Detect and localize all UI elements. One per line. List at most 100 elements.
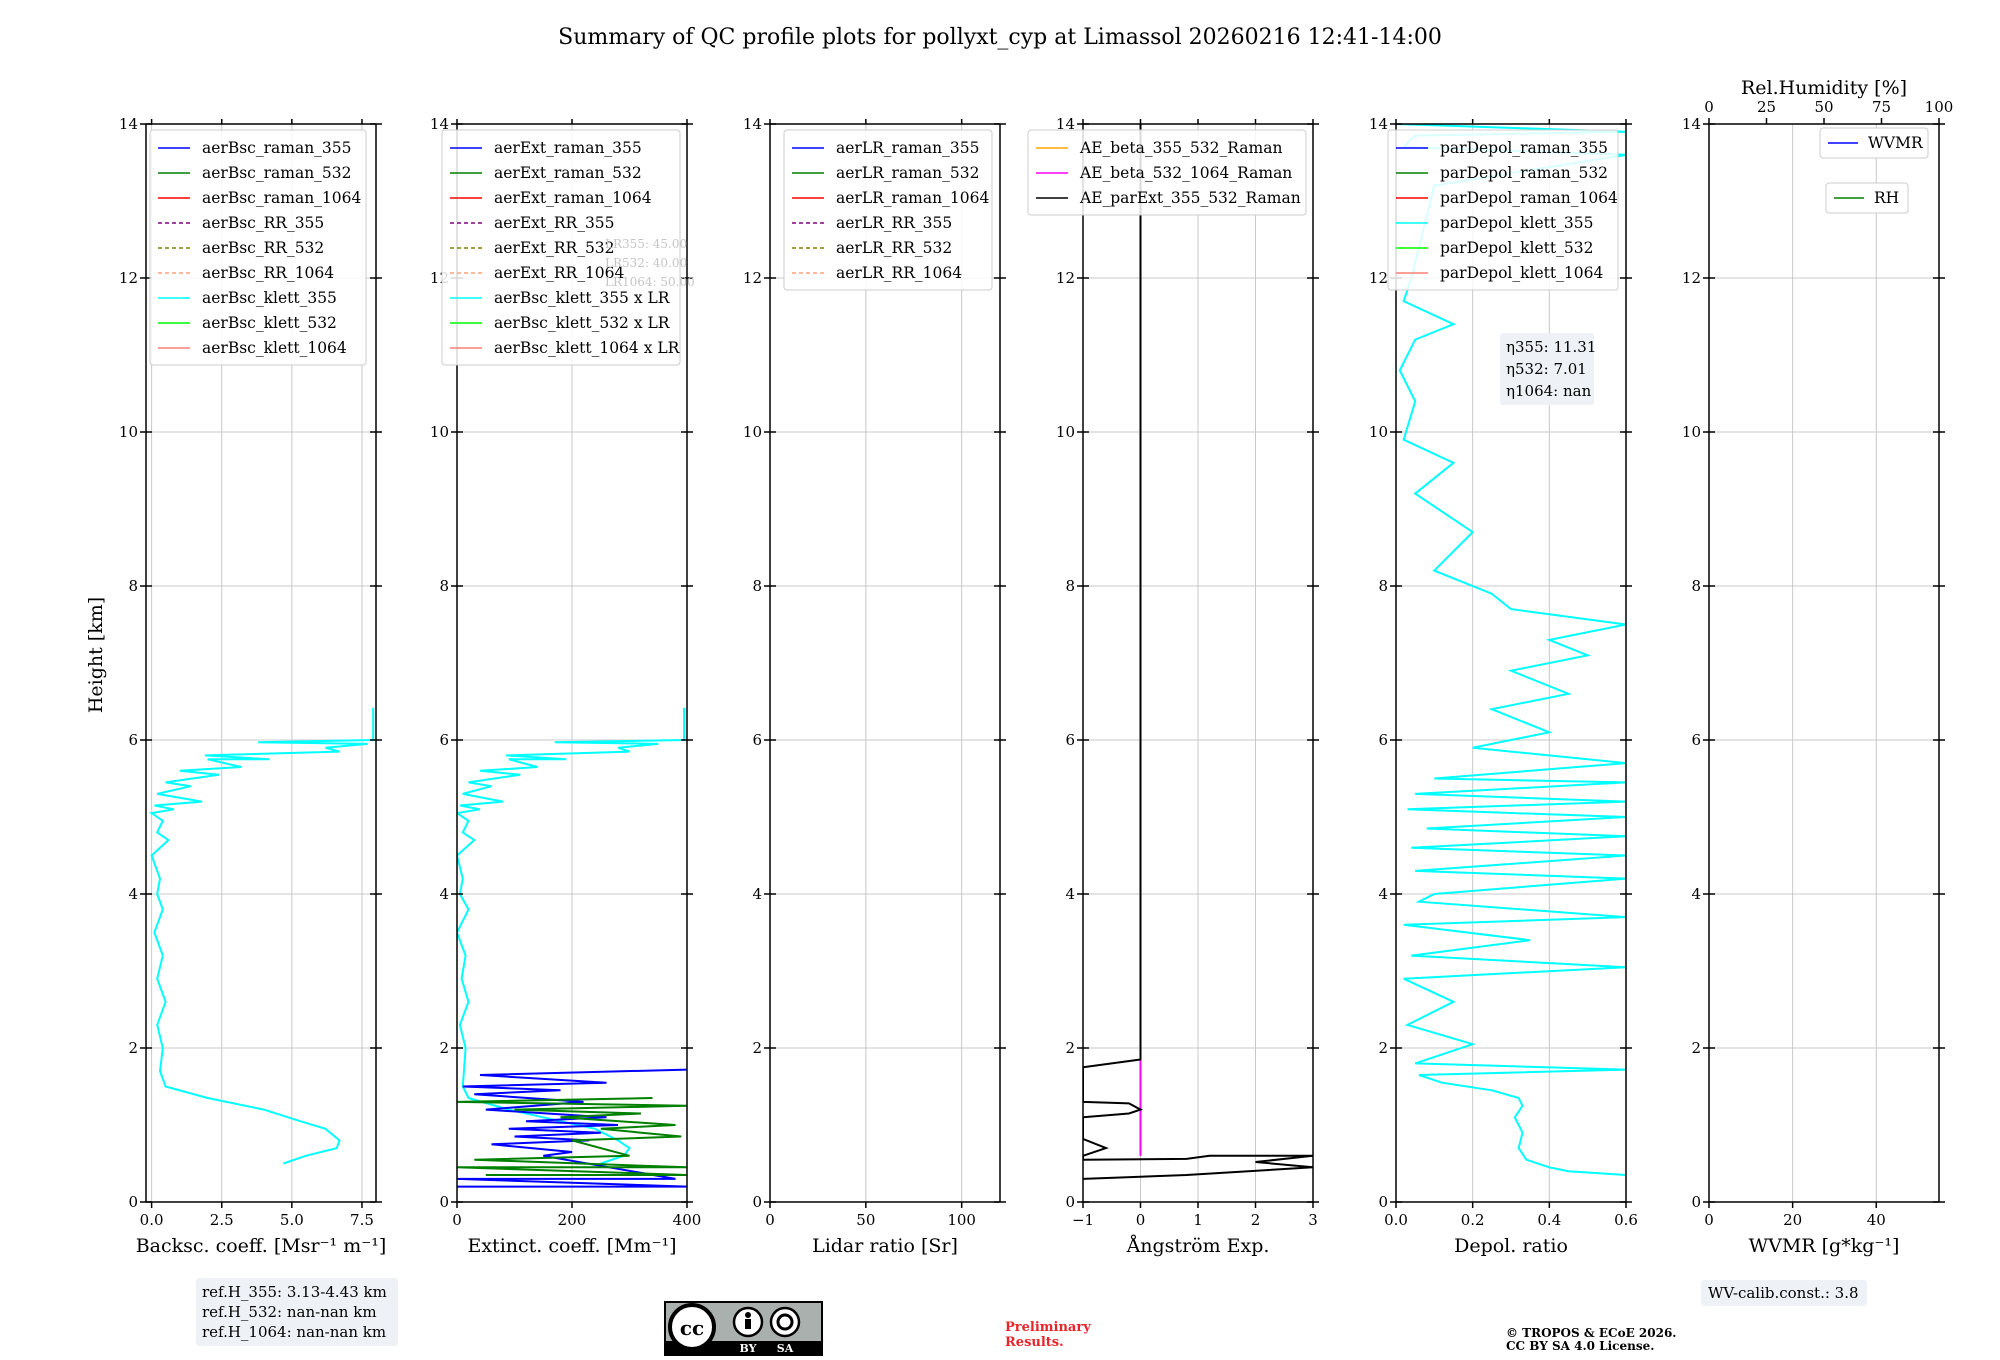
legend-label: aerExt_raman_355 — [494, 139, 642, 157]
legend: aerBsc_raman_355 aerBsc_raman_532 aerBsc_r… — [149, 129, 367, 366]
y-axis-label: Height [km] — [85, 597, 107, 713]
legend-label: AE_beta_355_532_Raman — [1079, 139, 1282, 157]
y-tick-label: 14 — [1369, 115, 1388, 133]
badge-sa-label: SA — [777, 1342, 794, 1355]
legend: AE_beta_355_532_Raman AE_beta_532_1064_Ra… — [1027, 129, 1307, 216]
y-tick-label: 4 — [128, 885, 138, 903]
y-tick-label: 10 — [1682, 423, 1701, 441]
y-tick-label: 14 — [1056, 115, 1075, 133]
x-tick-label: 40 — [1867, 1211, 1886, 1229]
x-tick-label: 100 — [947, 1211, 976, 1229]
panel-backscatter: 0 2 4 6 8 10 12 14 0.0 2.5 5.0 7.5 Backsc. coeff. [M… — [119, 115, 386, 1257]
legend-label: aerBsc_klett_1064 — [202, 339, 347, 357]
y-tick-label: 8 — [1065, 577, 1075, 595]
y-tick-label: 4 — [1691, 885, 1701, 903]
cc-license-badge: cc BY SA — [664, 1301, 823, 1356]
legend-label: aerExt_RR_1064 — [494, 264, 625, 282]
legend-label: aerLR_raman_532 — [836, 164, 979, 182]
legend-label: aerBsc_klett_355 — [202, 289, 337, 307]
y-tick-label: 6 — [1378, 731, 1388, 749]
x-tick-label: 2.5 — [210, 1211, 234, 1229]
x-tick-label: 2 — [1251, 1211, 1261, 1229]
series-line-AE_parExt_355_532_Raman — [1083, 124, 1313, 1180]
y-tick-label: 6 — [1065, 731, 1075, 749]
top-x-tick-label: 50 — [1814, 98, 1833, 116]
y-tick-label: 4 — [1378, 885, 1388, 903]
y-tick-label: 10 — [430, 423, 449, 441]
y-tick-label: 12 — [743, 269, 762, 287]
legend: parDepol_raman_355 parDepol_raman_532 parD… — [1387, 129, 1619, 291]
legend-label: WVMR — [1868, 134, 1924, 152]
eta-box — [1500, 333, 1594, 405]
y-tick-label: 8 — [752, 577, 762, 595]
legend-label: parDepol_klett_532 — [1440, 239, 1593, 257]
legend: WVMR RH — [1819, 127, 1929, 214]
series-line-aerBsc_klett_355 — [149, 707, 375, 1165]
cc-logo-icon — [668, 1303, 716, 1351]
x-tick-label: 5.0 — [280, 1211, 304, 1229]
x-tick-label: 400 — [673, 1211, 702, 1229]
legend-label: aerBsc_raman_355 — [202, 139, 352, 157]
series-line-aerExt_raman_532 — [457, 1097, 687, 1176]
x-tick-label: 0 — [1136, 1211, 1146, 1229]
y-tick-label: 10 — [119, 423, 138, 441]
lr-annotation: LR1064: 50.00 — [605, 275, 695, 289]
y-tick-label: 0 — [128, 1193, 138, 1211]
sa-share-icon — [769, 1306, 801, 1338]
ref-height-532: ref.H_532: nan-nan km — [202, 1303, 377, 1321]
x-tick-label: 50 — [856, 1211, 875, 1229]
legend-label: aerBsc_klett_532 — [202, 314, 337, 332]
y-tick-label: 4 — [1065, 885, 1075, 903]
legend-label: parDepol_raman_355 — [1440, 139, 1608, 157]
y-tick-label: 14 — [1682, 115, 1701, 133]
y-tick-label: 14 — [743, 115, 762, 133]
y-tick-label: 0 — [439, 1193, 449, 1211]
legend-box — [149, 129, 367, 366]
legend-box — [783, 129, 993, 291]
figure-title: Summary of QC profile plots for pollyxt_… — [558, 25, 1442, 50]
x-tick-label: 1 — [1193, 1211, 1203, 1229]
copyright-line2: CC BY SA 4.0 License. — [1506, 1339, 1654, 1353]
legend-label: aerExt_RR_355 — [494, 214, 615, 232]
series-group — [1083, 124, 1313, 1180]
y-tick-label: 2 — [1065, 1039, 1075, 1057]
x-axis-label: Backsc. coeff. [Msr⁻¹ m⁻¹] — [136, 1235, 387, 1257]
legend-label: aerBsc_raman_1064 — [202, 189, 362, 207]
copyright-line1: © TROPOS & ECoE 2026. — [1506, 1326, 1676, 1340]
badge-by-label: BY — [740, 1342, 757, 1355]
lr-annotation: LR355: 45.00 — [605, 237, 687, 251]
x-tick-label: 200 — [558, 1211, 587, 1229]
legend-label: aerBsc_klett_355 x LR — [494, 289, 671, 307]
legend: aerExt_raman_355 aerExt_raman_532 aerExt_r… — [441, 129, 681, 366]
y-tick-label: 10 — [1056, 423, 1075, 441]
y-tick-label: 6 — [439, 731, 449, 749]
x-tick-label: 0.6 — [1614, 1211, 1638, 1229]
preliminary-note-line2: Results. — [1005, 1335, 1064, 1350]
legend-label: aerLR_RR_355 — [836, 214, 952, 232]
legend-label: aerExt_raman_532 — [494, 164, 642, 182]
legend-label: aerExt_raman_1064 — [494, 189, 652, 207]
y-tick-label: 14 — [430, 115, 449, 133]
series-group — [457, 707, 687, 1188]
legend-label: parDepol_raman_532 — [1440, 164, 1608, 182]
ref-height-box: ref.H_355: 3.13-4.43 km ref.H_532: nan-n… — [196, 1278, 398, 1346]
top-x-tick-label: 100 — [1925, 98, 1954, 116]
y-tick-label: 2 — [128, 1039, 138, 1057]
y-tick-label: 2 — [439, 1039, 449, 1057]
preliminary-note-line1: Preliminary — [1005, 1320, 1091, 1335]
x-tick-label: 0.2 — [1461, 1211, 1485, 1229]
lr-annotation: LR532: 40.00 — [605, 256, 687, 270]
y-tick-label: 6 — [1691, 731, 1701, 749]
x-axis-label: Extinct. coeff. [Mm⁻¹] — [467, 1235, 676, 1257]
legend-box — [1027, 129, 1307, 216]
y-tick-label: 14 — [119, 115, 138, 133]
legend-label: AE_beta_532_1064_Raman — [1079, 164, 1292, 182]
ref-height-1064: ref.H_1064: nan-nan km — [202, 1323, 386, 1341]
y-tick-label: 8 — [128, 577, 138, 595]
y-tick-label: 12 — [1369, 269, 1388, 287]
eta-annotation: η532: 7.01 — [1506, 360, 1587, 378]
y-tick-label: 6 — [752, 731, 762, 749]
